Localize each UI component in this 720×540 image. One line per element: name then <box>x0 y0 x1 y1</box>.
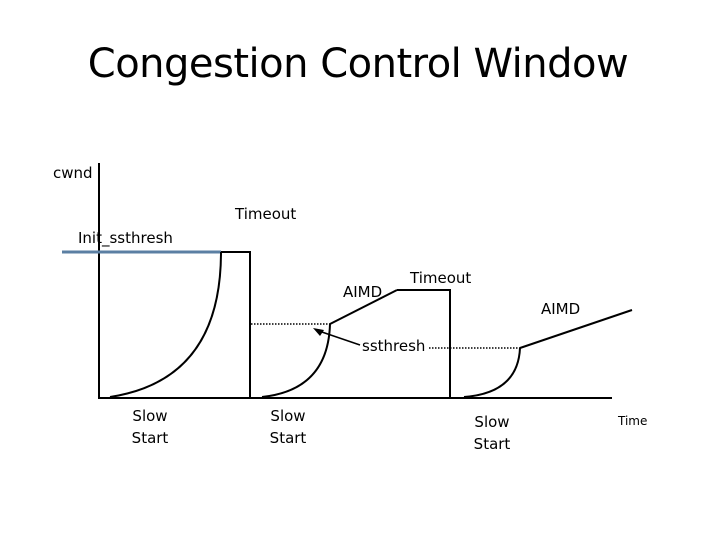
slow-start-label-1-line-1: Slow <box>132 407 168 425</box>
slow-start-label-3: Slow Start <box>462 411 522 455</box>
aimd-segment-2 <box>519 309 633 349</box>
slow-start-curve-3 <box>463 347 521 398</box>
ssthresh-pointer <box>315 329 361 346</box>
slow-start-label-1: Slow Start <box>120 405 180 449</box>
slow-start-label-2-line-2: Start <box>269 429 307 447</box>
aimd-segment-1 <box>329 289 398 325</box>
ssthresh-label: ssthresh <box>362 337 426 355</box>
slide-title: Congestion Control Window <box>87 41 629 87</box>
slow-start-label-2-line-1: Slow <box>270 407 306 425</box>
timeout-drop-1 <box>221 251 251 397</box>
init-ssthresh-label: Init_ssthresh <box>78 229 173 247</box>
aimd-label-1: AIMD <box>343 283 383 301</box>
x-axis-label: Time <box>618 414 648 428</box>
aimd-label-2: AIMD <box>541 300 581 318</box>
slow-start-curve-1 <box>109 251 222 398</box>
timeout-drop-2 <box>397 289 451 397</box>
y-axis-label: cwnd <box>53 164 93 182</box>
slow-start-label-3-line-1: Slow <box>474 413 510 431</box>
timeout-label-2: Timeout <box>410 269 472 287</box>
timeout-label-1: Timeout <box>235 205 297 223</box>
slow-start-label-2: Slow Start <box>258 405 318 449</box>
slow-start-label-3-line-2: Start <box>473 435 511 453</box>
slow-start-curve-2 <box>261 323 331 398</box>
slow-start-label-1-line-2: Start <box>131 429 169 447</box>
ssthresh-pointer-arrowhead <box>313 328 324 336</box>
